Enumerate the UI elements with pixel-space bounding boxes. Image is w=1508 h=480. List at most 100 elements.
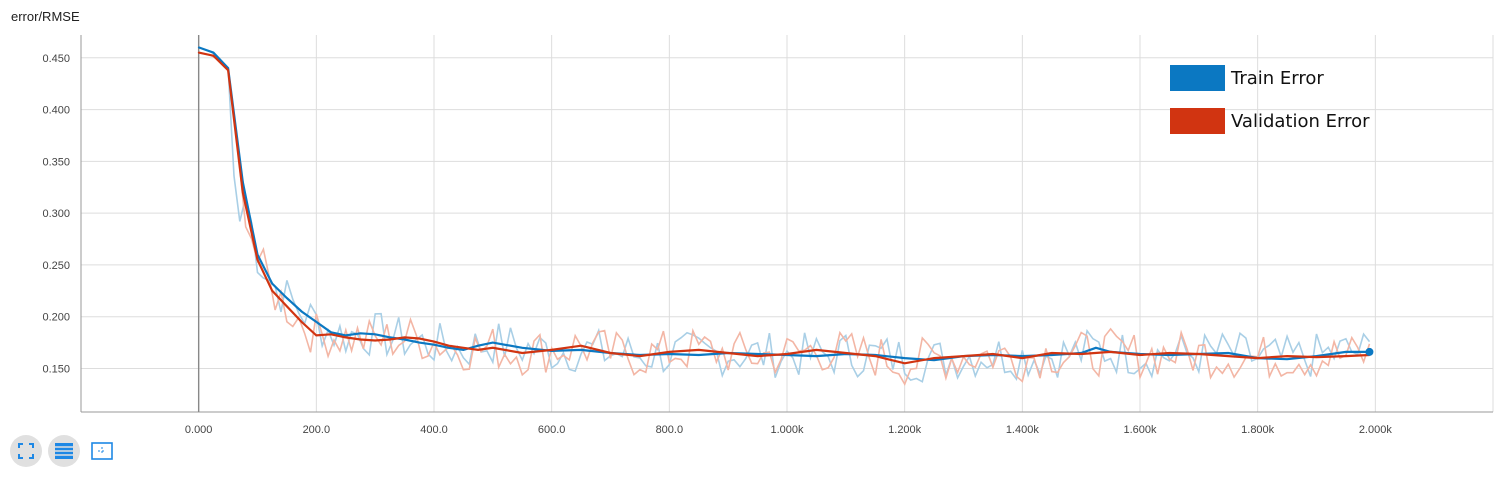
data-point: [904, 363, 906, 365]
data-point: [1095, 347, 1097, 349]
data-point: [757, 355, 759, 357]
x-tick-label: 400.0: [420, 424, 448, 436]
toggle-log-scale-button[interactable]: [48, 435, 80, 467]
data-point: [271, 290, 273, 292]
x-tick-label: 200.0: [303, 424, 331, 436]
data-point: [1169, 354, 1171, 356]
data-point: [1051, 354, 1053, 356]
toggle-log-icon: [54, 442, 74, 460]
data-point: [477, 345, 479, 347]
data-point: [698, 354, 700, 356]
data-point: [242, 192, 244, 194]
data-point: [389, 339, 391, 341]
y-tick-label: 0.300: [42, 208, 70, 220]
x-tick-label: 0.000: [185, 424, 213, 436]
data-point: [286, 297, 288, 299]
data-point: [418, 338, 420, 340]
data-point: [1139, 354, 1141, 356]
legend-label: Train Error: [1230, 68, 1324, 89]
last-point-marker: [1365, 348, 1373, 356]
data-point: [227, 69, 229, 71]
x-tick-label: 1.800k: [1241, 424, 1275, 436]
legend-swatch: [1170, 108, 1225, 134]
data-point: [1051, 352, 1053, 354]
data-point: [580, 345, 582, 347]
data-point: [448, 347, 450, 349]
x-tick-label: 1.400k: [1006, 424, 1040, 436]
legend-swatch: [1170, 65, 1225, 91]
data-point: [1022, 355, 1024, 357]
y-tick-label: 0.150: [42, 364, 70, 376]
data-point: [1345, 351, 1347, 353]
y-tick-label: 0.200: [42, 312, 70, 324]
legend-label: Validation Error: [1231, 111, 1370, 132]
data-point: [404, 339, 406, 341]
data-point: [992, 353, 994, 355]
data-point: [301, 311, 303, 313]
data-point: [521, 347, 523, 349]
data-point: [816, 355, 818, 357]
data-point: [551, 349, 553, 351]
data-point: [610, 352, 612, 354]
data-point: [286, 306, 288, 308]
y-tick-label: 0.350: [42, 156, 70, 168]
data-point: [477, 349, 479, 351]
data-point: [1110, 351, 1112, 353]
data-point: [1316, 356, 1318, 358]
data-point: [433, 341, 435, 343]
data-point: [521, 352, 523, 354]
data-point: [1227, 352, 1229, 354]
chart-toolbar: [10, 435, 118, 467]
data-point: [330, 331, 332, 333]
fit-domain-icon: [17, 442, 35, 460]
data-point: [360, 332, 362, 334]
y-tick-label: 0.450: [42, 53, 70, 65]
axes: 0.000 200.0 400.0 600.0 800.0 1.000k 1.200k 1.4…: [42, 35, 1493, 436]
data-point: [301, 321, 303, 323]
data-point: [933, 359, 935, 361]
data-point: [845, 352, 847, 354]
data-point: [1286, 355, 1288, 357]
zoom-select-button[interactable]: [86, 435, 118, 467]
data-point: [213, 52, 215, 54]
x-tick-label: 600.0: [538, 424, 566, 436]
data-point: [463, 349, 465, 351]
data-point: [1286, 358, 1288, 360]
data-point: [757, 353, 759, 355]
data-point: [316, 321, 318, 323]
y-tick-label: 0.250: [42, 260, 70, 272]
data-point: [418, 342, 420, 344]
series-line-train[interactable]: [199, 47, 1370, 360]
data-point: [904, 357, 906, 359]
data-point: [816, 349, 818, 351]
x-tick-label: 1.600k: [1123, 424, 1157, 436]
data-point: [933, 357, 935, 359]
data-point: [492, 342, 494, 344]
x-tick-label: 1.000k: [770, 424, 804, 436]
data-point: [404, 337, 406, 339]
data-point: [963, 355, 965, 357]
zoom-select-icon: [91, 442, 113, 460]
data-point: [330, 334, 332, 336]
data-point: [874, 355, 876, 357]
x-tick-label: 800.0: [656, 424, 684, 436]
data-point: [1345, 355, 1347, 357]
data-point: [492, 347, 494, 349]
data-point: [198, 52, 200, 54]
data-point: [669, 353, 671, 355]
data-point: [463, 347, 465, 349]
data-point: [374, 340, 376, 342]
y-tick-label: 0.400: [42, 105, 70, 117]
data-point: [639, 355, 641, 357]
data-point: [1257, 357, 1259, 359]
data-point: [669, 351, 671, 353]
data-point: [727, 352, 729, 354]
data-point: [345, 335, 347, 337]
data-point: [786, 353, 788, 355]
data-point: [1080, 353, 1082, 355]
data-point: [1022, 357, 1024, 359]
data-point: [360, 339, 362, 341]
fit-domain-button[interactable]: [10, 435, 42, 467]
data-point: [213, 55, 215, 57]
